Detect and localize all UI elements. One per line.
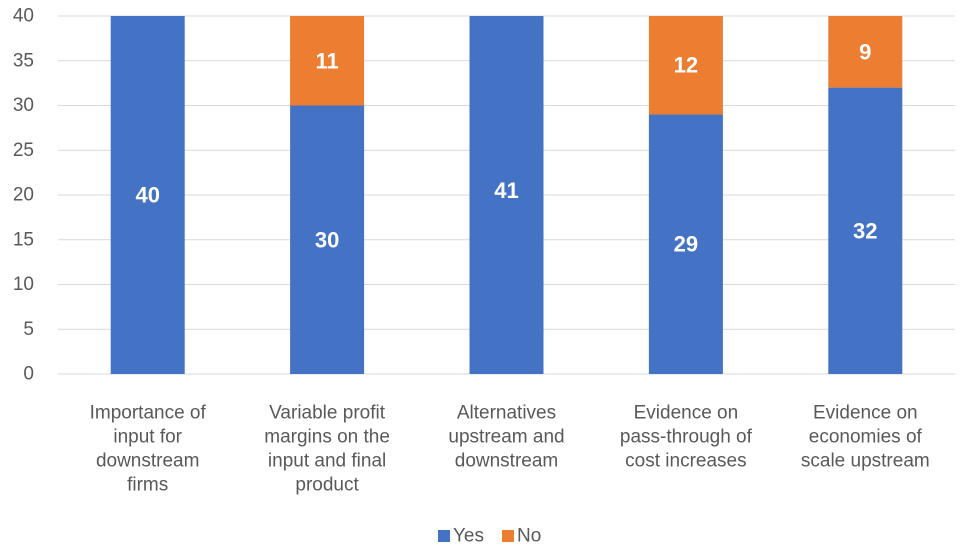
y-tick-label: 35 [13,50,34,71]
x-category-label: input and final [268,451,386,472]
data-label-yes: 41 [494,178,518,203]
x-category-label: margins on the [264,427,390,448]
x-category-label: Evidence on [634,403,739,424]
x-category-label: Evidence on [813,403,918,424]
bar-yes [110,16,185,374]
bar-yes [828,87,903,374]
x-category-label: firms [127,475,168,496]
legend-label-yes: Yes [453,526,484,547]
y-tick-label: 0 [23,364,34,385]
x-category-label: downstream [455,451,559,472]
legend-swatch-no [502,530,514,542]
y-tick-label: 20 [13,185,34,206]
x-category-label: economies of [809,427,923,448]
x-category-label: pass-through of [620,427,753,448]
y-tick-label: 15 [13,229,34,250]
y-axis-ticks: 0 5 10 15 20 25 30 35 40 [13,6,34,385]
x-category-label: scale upstream [801,451,930,472]
data-labels: 40 30 11 41 29 12 32 9 [135,39,877,256]
y-tick-label: 10 [13,274,34,295]
y-tick-label: 5 [23,319,34,340]
x-category-label: cost increases [625,451,746,472]
legend-swatch-yes [438,530,450,542]
x-category-label: upstream and [448,427,564,448]
data-label-no: 12 [674,53,698,78]
data-label-no: 11 [315,48,338,73]
x-category-label: downstream [96,451,200,472]
legend-label-no: No [517,526,541,547]
bars [110,16,903,374]
bar-yes [290,105,365,374]
bar-no [290,16,365,106]
x-category-label: input for [113,427,182,448]
data-label-yes: 30 [315,227,339,252]
bar-yes [469,16,544,374]
legend: Yes No [438,526,541,547]
x-category-label: Importance of [90,403,207,424]
x-category-label: product [295,475,359,496]
bar-no [828,16,903,88]
data-label-yes: 40 [135,183,159,208]
y-tick-label: 30 [13,95,34,116]
data-label-yes: 29 [674,232,698,257]
y-tick-label: 25 [13,140,34,161]
y-tick-label: 40 [13,6,34,27]
x-category-label: Variable profit [269,403,386,424]
x-category-label: Alternatives [457,403,556,424]
x-axis-categories: Importance of input for downstream firms Var… [90,403,930,496]
data-label-yes: 32 [853,218,877,243]
bar-yes [648,114,723,374]
bar-no [648,16,723,115]
data-label-no: 9 [859,39,871,64]
